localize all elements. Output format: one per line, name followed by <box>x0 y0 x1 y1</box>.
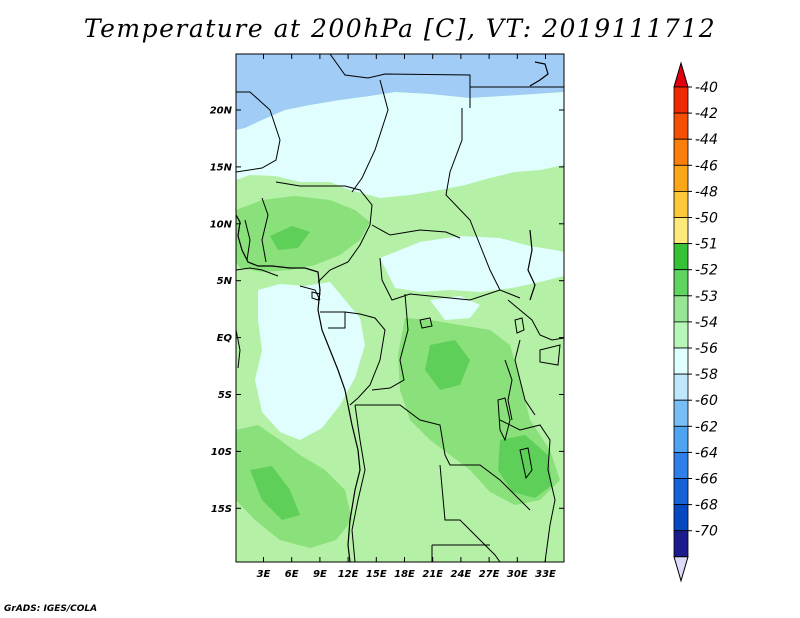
lon-label: 12E <box>338 569 359 580</box>
lon-label: 3E <box>257 569 271 580</box>
cool-patch <box>430 296 480 320</box>
colorbar-swatch <box>673 451 689 479</box>
colorbar-swatch <box>673 373 689 401</box>
lat-label: 5N <box>217 276 233 287</box>
colorbar-top-arrow <box>673 61 689 88</box>
colorbar-swatch <box>673 86 689 114</box>
colorbar-bottom-arrow <box>673 556 689 583</box>
lon-label: 6E <box>285 569 299 580</box>
lon-label: 21E <box>422 569 443 580</box>
mild-region-south <box>358 460 440 530</box>
colorbar-swatch <box>673 321 689 349</box>
lat-label: 20N <box>210 106 233 117</box>
colorbar-label: -42 <box>695 106 718 122</box>
chart-title: Temperature at 200hPa [C], VT: 201911171… <box>83 14 717 43</box>
lon-label: 18E <box>394 569 415 580</box>
colorbar-label: -64 <box>695 445 718 461</box>
colorbar-label: -53 <box>695 289 718 305</box>
lat-label: 15S <box>211 504 232 515</box>
lon-label: 15E <box>366 569 387 580</box>
colorbar-swatch <box>673 112 689 140</box>
temperature-field <box>236 54 564 562</box>
colorbar-swatch <box>673 347 689 375</box>
cool-region-north <box>236 92 564 198</box>
colorbar-label: -62 <box>695 419 718 435</box>
lon-label: 9E <box>313 569 327 580</box>
colorbar-label: -60 <box>695 393 718 409</box>
colorbar-swatch <box>673 190 689 218</box>
colorbar-label: -66 <box>695 472 718 488</box>
colorbar-label: -50 <box>695 211 718 227</box>
lon-label: 30E <box>507 569 528 580</box>
warm-band-southwest <box>236 425 352 548</box>
lon-label: 27E <box>479 569 500 580</box>
colorbar-label: -48 <box>695 184 718 200</box>
lakes <box>311 291 533 480</box>
warm-core-east-a <box>425 340 470 390</box>
colorbar-label: -70 <box>695 524 718 540</box>
lon-label: 24E <box>451 569 472 580</box>
warm-core-east-b <box>498 435 552 498</box>
colorbar-label: -56 <box>695 341 718 357</box>
warm-core-north <box>270 226 310 250</box>
colorbar-swatch <box>673 478 689 506</box>
colorbar-label: -40 <box>695 80 718 96</box>
colorbar-label: -52 <box>695 263 718 279</box>
coastlines <box>236 61 549 562</box>
lat-label: 5S <box>218 390 232 401</box>
colorbar-label: -51 <box>695 237 718 253</box>
colorbar-swatch <box>673 399 689 427</box>
colorbar-swatch <box>673 504 689 532</box>
colorbar-swatch <box>673 243 689 271</box>
cool-region-central <box>380 236 564 292</box>
lon-label: 33E <box>535 569 556 580</box>
colorbar-swatch <box>673 269 689 297</box>
colorbar-label: -58 <box>695 367 718 383</box>
colorbar-swatch <box>673 217 689 245</box>
country-borders <box>236 54 564 562</box>
colorbar-swatch <box>673 295 689 323</box>
colorbar-swatch <box>673 138 689 166</box>
warm-core-southwest <box>250 466 300 520</box>
credit-text: GrADS: IGES/COLA <box>4 604 98 614</box>
map-frame <box>235 53 565 563</box>
colorbar-swatch <box>673 164 689 192</box>
colorbar-swatch <box>673 530 689 558</box>
cool-region-west <box>255 282 365 440</box>
cold-region-north <box>236 54 564 130</box>
lat-label: 15N <box>210 162 233 173</box>
lat-label: 10S <box>211 447 232 458</box>
colorbar: -40 -42 -44 -46 -48 -50 -51 -52 -53 -54 -56 -58 -60 -… <box>673 61 718 583</box>
colorbar-label: -68 <box>695 498 718 514</box>
colorbar-swatch <box>673 425 689 453</box>
lat-label: 10N <box>210 219 233 230</box>
lat-label: EQ <box>217 333 233 344</box>
longitude-axis: 3E 6E 9E 12E 15E 18E 21E 24E 27E 30E 33E <box>257 54 556 580</box>
latitude-axis: 20N 15N 10N 5N EQ 5S 10S 15S <box>210 106 564 515</box>
colorbar-label: -46 <box>695 158 718 174</box>
colorbar-label: -54 <box>695 315 718 331</box>
colorbar-label: -44 <box>695 132 718 148</box>
